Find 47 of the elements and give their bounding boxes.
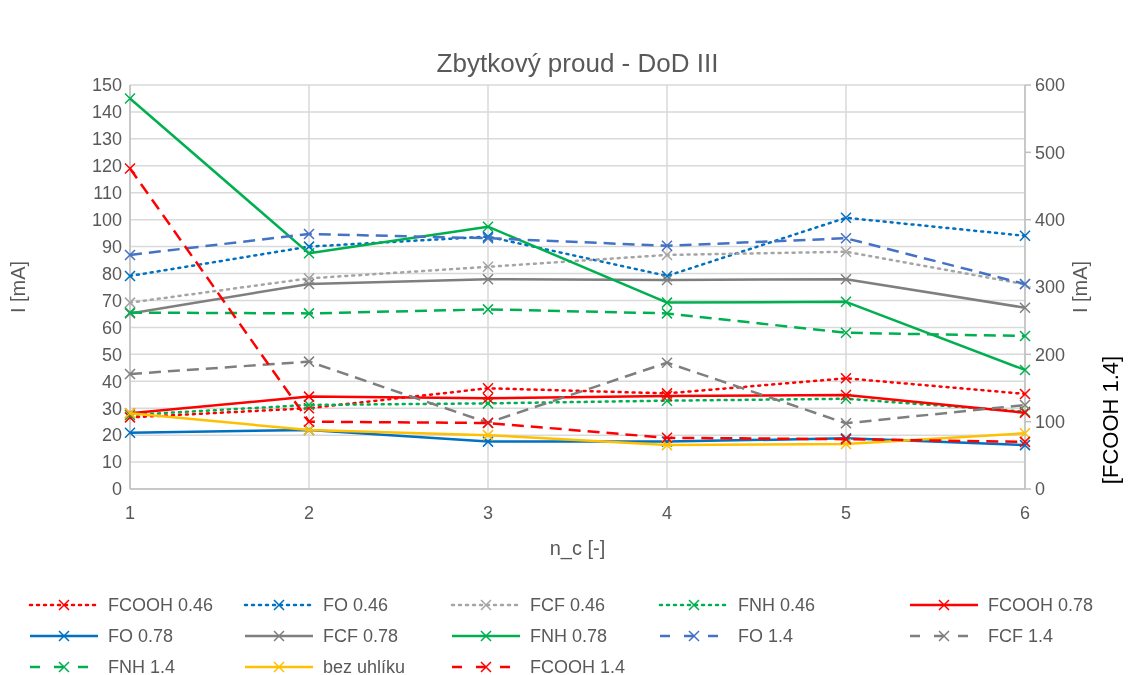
y2-tick-label: 200 <box>1035 344 1066 365</box>
y-tick-label: 50 <box>101 344 122 365</box>
y-tick-label: 120 <box>91 156 122 177</box>
legend-label: FO 0.78 <box>108 626 174 647</box>
legend-label: FCOOH 0.78 <box>988 595 1094 616</box>
x-tick-label: 4 <box>661 503 673 523</box>
y2-axis-title: I [mA] <box>1069 260 1091 314</box>
y-tick-label: 10 <box>101 452 122 473</box>
legend-label: FCF 0.46 <box>530 595 606 616</box>
x-tick-label: 5 <box>840 503 852 523</box>
legend-label: FNH 0.78 <box>530 626 608 647</box>
legend-label: FCOOH 0.46 <box>108 595 214 616</box>
y2-tick-label: 0 <box>1035 479 1046 500</box>
y-tick-label: 0 <box>111 479 122 500</box>
y-tick-label: 30 <box>101 398 122 419</box>
y-tick-label: 100 <box>91 209 122 230</box>
x-tick-label: 1 <box>124 503 136 523</box>
legend-label: FO 1.4 <box>738 626 794 647</box>
legend-label: FNH 0.46 <box>738 595 816 616</box>
y-tick-label: 80 <box>101 263 122 284</box>
y-axis-title: I [mA] <box>7 260 29 314</box>
text: [FCOOH 1.4] <box>1098 355 1123 485</box>
legend-label: FNH 1.4 <box>108 657 176 675</box>
x-axis-title: n_c [-] <box>549 537 606 560</box>
y2-tick-label: 100 <box>1035 411 1066 432</box>
y2-tick-label: 600 <box>1035 75 1066 96</box>
legend-label: FO 0.46 <box>323 595 389 616</box>
legend-label: FCF 0.78 <box>323 626 399 647</box>
y-tick-label: 150 <box>91 75 122 96</box>
y2-tick-label: 300 <box>1035 277 1066 298</box>
y-tick-label: 70 <box>101 290 122 311</box>
chart-title: Zbytkový proud - DoD III <box>436 48 719 78</box>
x-tick-label: 2 <box>303 503 315 523</box>
x-tick-label: 6 <box>1019 503 1031 523</box>
y2-tick-label: 500 <box>1035 142 1066 163</box>
y-tick-label: 110 <box>93 183 122 204</box>
y-tick-label: 20 <box>101 425 122 446</box>
y-tick-label: 40 <box>101 371 122 392</box>
y-tick-label: 130 <box>91 129 122 150</box>
legend-label: bez uhlíku <box>323 657 406 675</box>
legend-label: FCF 1.4 <box>988 626 1054 647</box>
legend-label: FCOOH 1.4 <box>530 657 626 675</box>
y-tick-label: 140 <box>91 102 122 123</box>
x-tick-label: 3 <box>482 503 494 523</box>
y-tick-label: 90 <box>101 236 122 257</box>
y-tick-label: 60 <box>101 317 122 338</box>
y2-tick-label: 400 <box>1035 209 1066 230</box>
